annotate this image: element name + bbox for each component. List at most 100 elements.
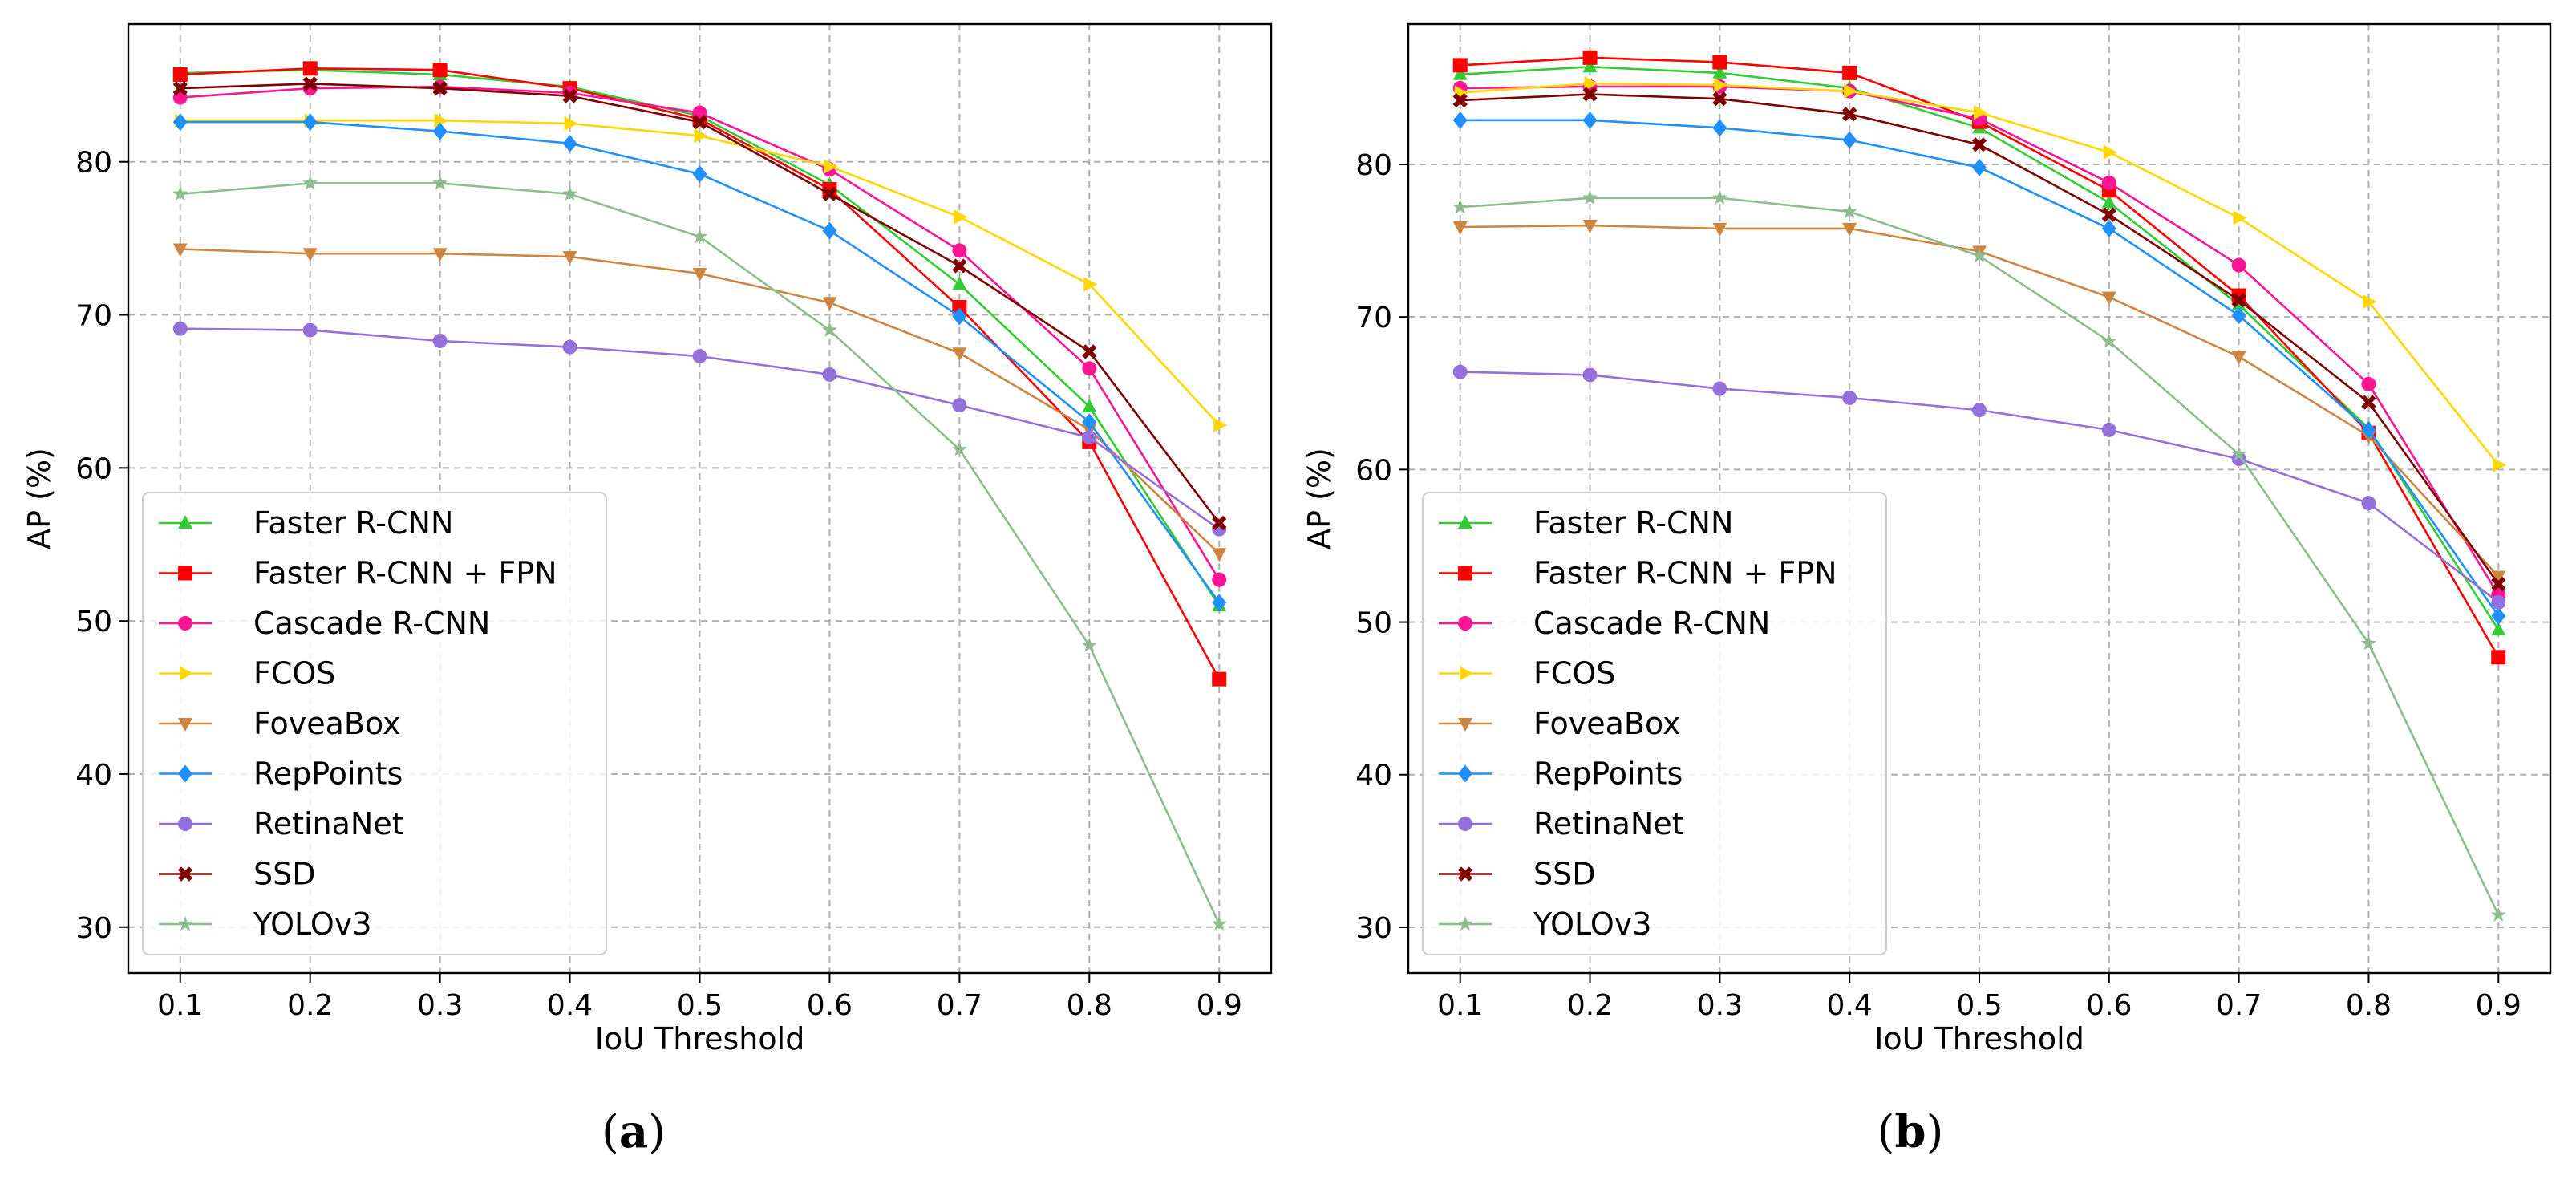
- data-point: [562, 185, 578, 201]
- legend-label: YOLOv3: [253, 906, 371, 942]
- data-point: [1584, 76, 1598, 91]
- data-point: [824, 159, 838, 174]
- data-point: [2101, 333, 2117, 348]
- legend-marker: [178, 515, 192, 529]
- y-tick-label: 60: [75, 452, 112, 485]
- data-point: [1452, 92, 1468, 108]
- data-point: [432, 333, 448, 348]
- data-point: [2231, 452, 2246, 467]
- data-point: [1712, 381, 1727, 396]
- data-point: [2491, 594, 2506, 610]
- x-tick-label: 0.9: [2476, 989, 2521, 1022]
- x-tick-label: 0.9: [1197, 989, 1242, 1022]
- data-point: [1844, 83, 1858, 99]
- caption-close: ): [1926, 1106, 1944, 1158]
- legend-entry: Cascade R-CNN: [1439, 606, 1770, 641]
- data-point: [2101, 219, 2116, 237]
- data-point: [1452, 66, 1468, 80]
- panel-caption: (a): [601, 1105, 666, 1158]
- data-point: [952, 243, 967, 258]
- caption-letter: a: [619, 1105, 648, 1158]
- data-point: [1212, 594, 1227, 612]
- legend-label: RetinaNet: [253, 806, 404, 841]
- x-tick-label: 0.3: [1697, 989, 1743, 1022]
- data-point: [692, 114, 707, 130]
- legend-marker: [1458, 515, 1472, 529]
- data-point: [562, 134, 577, 152]
- data-point: [1711, 189, 1727, 205]
- data-point: [692, 268, 707, 282]
- series-yolov3: [1452, 189, 2506, 922]
- legend-entry: YOLOv3: [1439, 906, 1651, 942]
- caption-letter: b: [1894, 1105, 1926, 1158]
- x-tick-label: 0.5: [1956, 989, 2002, 1022]
- data-point: [1974, 105, 1987, 120]
- data-point: [2101, 422, 2116, 437]
- legend-label: FoveaBox: [253, 706, 401, 741]
- data-point: [2360, 635, 2376, 651]
- data-point: [2363, 294, 2377, 310]
- series-reppoints: [172, 113, 1227, 612]
- y-tick-label: 40: [1355, 760, 1392, 793]
- data-point: [302, 61, 318, 76]
- data-point: [2361, 420, 2376, 439]
- data-point: [1212, 572, 1227, 587]
- legend-entry: FCOS: [1439, 656, 1615, 691]
- data-point: [1582, 189, 1598, 205]
- data-point: [1842, 107, 1857, 122]
- data-point: [302, 113, 318, 132]
- data-point: [1712, 64, 1727, 79]
- data-point: [562, 251, 577, 266]
- legend-entry: RepPoints: [159, 756, 403, 792]
- data-point: [954, 209, 968, 225]
- data-point: [1452, 364, 1468, 379]
- data-point: [1842, 131, 1857, 149]
- x-tick-label: 0.5: [677, 989, 723, 1022]
- data-point: [432, 175, 448, 190]
- legend-label: Cascade R-CNN: [1533, 606, 1770, 641]
- data-point: [1582, 111, 1598, 129]
- data-point: [821, 322, 837, 337]
- data-point: [1582, 87, 1598, 102]
- data-point: [1083, 277, 1098, 292]
- data-point: [302, 175, 318, 190]
- legend-label: Faster R-CNN: [1533, 505, 1733, 541]
- data-point: [691, 229, 708, 244]
- x-tick-label: 0.1: [157, 989, 203, 1022]
- data-point: [1972, 403, 1987, 418]
- data-point: [434, 113, 448, 128]
- data-point: [952, 398, 967, 413]
- data-point: [1082, 399, 1097, 413]
- series-foveabox: [172, 243, 1227, 562]
- legend-entry: Faster R-CNN: [159, 505, 453, 541]
- legend-box: [142, 492, 607, 955]
- legend-entry: SSD: [1439, 857, 1596, 892]
- data-point: [432, 63, 448, 78]
- x-tick-label: 0.4: [547, 989, 593, 1022]
- y-tick-label: 80: [1355, 149, 1392, 182]
- data-point: [952, 276, 967, 290]
- data-point: [564, 116, 578, 132]
- data-point: [1714, 78, 1728, 93]
- legend-label: FoveaBox: [1533, 706, 1681, 741]
- legend-marker: [1457, 916, 1473, 931]
- data-point: [172, 243, 188, 257]
- data-point: [2491, 650, 2506, 665]
- y-tick-label: 50: [1355, 607, 1392, 640]
- legend-marker: [178, 817, 192, 831]
- series-ssd: [172, 76, 1227, 531]
- data-point: [302, 248, 318, 262]
- legend-entry: FoveaBox: [1439, 706, 1681, 741]
- data-point: [2231, 257, 2246, 273]
- data-point: [1582, 50, 1598, 65]
- x-axis-label: IoU Threshold: [595, 1021, 805, 1056]
- chart-panel-b: 0.1 0.2 0.3 0.4 0.5 0.6 0.7 0.8 0.9 30 40 50 60 70 80 I…: [1302, 22, 2552, 1158]
- data-point: [952, 258, 967, 274]
- y-tick-label: 30: [75, 912, 112, 945]
- data-point: [1212, 515, 1227, 531]
- legend-marker: [1460, 666, 1473, 681]
- data-point: [2101, 175, 2116, 190]
- data-point: [172, 185, 188, 201]
- legend-label: Faster R-CNN + FPN: [253, 556, 557, 591]
